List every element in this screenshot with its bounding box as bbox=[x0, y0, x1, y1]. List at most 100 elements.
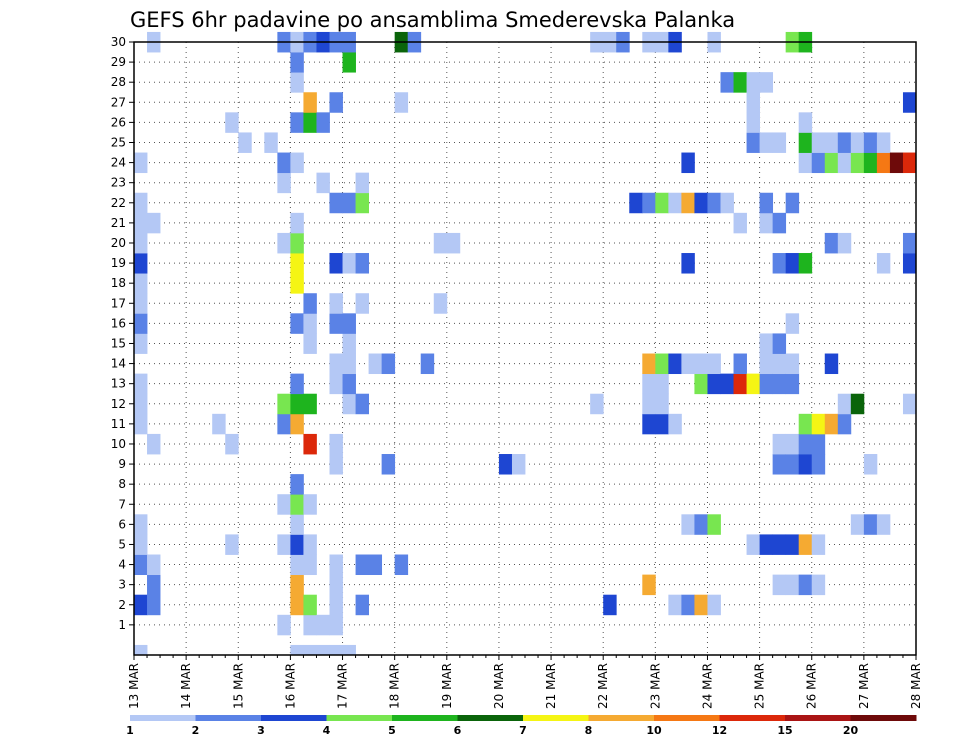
precip-cell bbox=[785, 253, 800, 274]
colorbar-label: 1 bbox=[126, 724, 134, 737]
precip-cell bbox=[303, 313, 317, 334]
precip-cell bbox=[902, 393, 917, 415]
y-tick-label: 25 bbox=[111, 135, 126, 149]
precip-cell bbox=[433, 293, 448, 314]
colorbar-swatch bbox=[130, 715, 196, 721]
precip-cell bbox=[355, 594, 369, 616]
precip-cell bbox=[329, 433, 343, 455]
precip-cell bbox=[798, 253, 813, 274]
precip-cell bbox=[147, 574, 161, 596]
precip-cell bbox=[355, 192, 369, 214]
x-tick-label: 14 MAR bbox=[179, 663, 193, 709]
precip-cell bbox=[850, 514, 865, 535]
y-tick-label: 13 bbox=[111, 377, 126, 391]
precip-cell bbox=[837, 393, 852, 415]
y-tick-label: 28 bbox=[111, 75, 126, 89]
precip-cell bbox=[746, 534, 760, 555]
precip-cell bbox=[785, 574, 800, 596]
precip-cell bbox=[642, 353, 656, 375]
precip-cell bbox=[772, 574, 787, 596]
precip-cell bbox=[290, 373, 304, 395]
precip-cell bbox=[420, 353, 435, 375]
precip-cell bbox=[290, 393, 304, 415]
y-tick-label: 12 bbox=[111, 397, 126, 411]
precip-cell bbox=[798, 433, 813, 455]
precip-cell bbox=[329, 574, 343, 596]
precip-cell bbox=[863, 454, 878, 475]
precip-cell bbox=[342, 644, 356, 656]
colorbar-swatch bbox=[392, 715, 458, 721]
precip-cell bbox=[902, 253, 917, 274]
precip-cell bbox=[290, 554, 304, 576]
precip-cell bbox=[303, 534, 317, 555]
y-tick-label: 15 bbox=[111, 336, 126, 350]
y-tick-label: 27 bbox=[111, 95, 126, 109]
precip-cell bbox=[355, 293, 369, 314]
precip-cell bbox=[303, 393, 317, 415]
colorbar-label: 8 bbox=[585, 724, 593, 737]
precip-cell bbox=[772, 373, 787, 395]
precip-cell bbox=[225, 534, 239, 555]
precip-cell bbox=[134, 192, 148, 214]
x-tick-label: 23 MAR bbox=[648, 663, 662, 709]
precip-cell bbox=[772, 353, 787, 375]
precip-cell bbox=[290, 112, 304, 133]
precip-cell bbox=[212, 413, 226, 435]
precip-cell bbox=[381, 454, 396, 475]
y-tick-label: 2 bbox=[118, 598, 126, 612]
y-tick-label: 4 bbox=[118, 558, 126, 572]
precip-cell bbox=[134, 554, 148, 576]
y-tick-label: 24 bbox=[111, 156, 126, 170]
precip-cell bbox=[876, 253, 891, 274]
colorbar-label: 2 bbox=[192, 724, 200, 737]
precip-cell bbox=[134, 313, 148, 334]
precip-cell bbox=[824, 413, 839, 435]
y-axis-ticks: 1234567891011121314151617181920212223242… bbox=[111, 35, 134, 632]
precip-cell bbox=[134, 534, 148, 555]
precip-cell bbox=[681, 152, 695, 174]
y-tick-label: 10 bbox=[111, 437, 126, 451]
precip-cell bbox=[329, 253, 343, 274]
y-tick-label: 22 bbox=[111, 196, 126, 210]
precip-cell bbox=[134, 393, 148, 415]
colorbar-label: 6 bbox=[454, 724, 462, 737]
precip-cell bbox=[342, 373, 356, 395]
precip-cell bbox=[811, 413, 826, 435]
precip-cell bbox=[759, 353, 774, 375]
colorbar-label: 10 bbox=[646, 724, 662, 737]
precip-cell bbox=[134, 413, 148, 435]
precip-cell bbox=[798, 534, 813, 555]
precip-cell bbox=[134, 373, 148, 395]
precip-cell bbox=[798, 112, 813, 133]
precip-cell bbox=[134, 293, 148, 314]
y-tick-label: 8 bbox=[118, 477, 126, 491]
precip-cell bbox=[811, 574, 826, 596]
precip-cell bbox=[759, 373, 774, 395]
precip-cell bbox=[290, 232, 304, 254]
precip-cell bbox=[837, 413, 852, 435]
precip-cell bbox=[290, 534, 304, 555]
precip-cell bbox=[798, 574, 813, 596]
precip-cell bbox=[329, 614, 343, 636]
precip-cell bbox=[668, 413, 682, 435]
y-tick-label: 29 bbox=[111, 55, 126, 69]
precip-cell bbox=[329, 373, 343, 395]
precip-cell bbox=[381, 353, 396, 375]
precip-cell bbox=[277, 614, 291, 636]
precip-cell bbox=[902, 92, 917, 113]
precip-cell bbox=[681, 253, 695, 274]
colorbar-swatch bbox=[326, 715, 393, 721]
precip-cell bbox=[759, 212, 774, 234]
precip-cell bbox=[290, 413, 304, 435]
precip-cell bbox=[225, 433, 239, 455]
precip-cell bbox=[759, 192, 774, 214]
precip-cell bbox=[277, 413, 291, 435]
precip-cell bbox=[290, 494, 304, 515]
x-tick-label: 19 MAR bbox=[440, 663, 454, 709]
x-tick-label: 13 MAR bbox=[127, 663, 141, 709]
precip-cell bbox=[629, 192, 643, 214]
precip-cell bbox=[902, 152, 917, 174]
precip-cell bbox=[290, 574, 304, 596]
x-axis-ticks: 13 MAR 14 MAR 15 MAR 16 MAR 17 MAR 18 MAR 19 M… bbox=[127, 655, 923, 709]
precip-cell bbox=[342, 353, 356, 375]
